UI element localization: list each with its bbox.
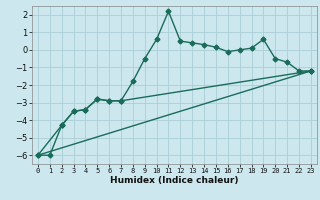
X-axis label: Humidex (Indice chaleur): Humidex (Indice chaleur) — [110, 176, 239, 185]
